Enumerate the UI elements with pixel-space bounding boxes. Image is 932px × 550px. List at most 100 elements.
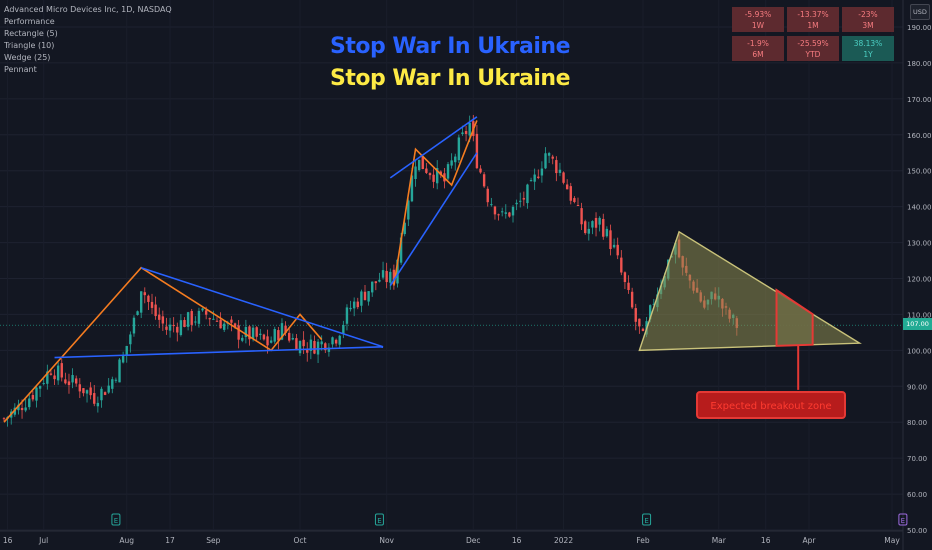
perf-value: -1.9%: [747, 39, 769, 48]
candle-body: [565, 184, 569, 190]
candle-body: [161, 316, 165, 324]
price-tick-label: 150.00: [907, 168, 932, 176]
banner-text-blue: Stop War In Ukraine: [329, 34, 571, 59]
candle-body: [432, 174, 435, 182]
legend-item-triangle[interactable]: Triangle (10): [4, 41, 55, 50]
candle-body: [139, 291, 143, 313]
candle-body: [547, 153, 551, 156]
candle-body: [67, 381, 71, 386]
candle-body: [291, 338, 294, 340]
candle-body: [522, 198, 526, 200]
candle-body: [616, 244, 619, 256]
price-tick-label: 120.00: [907, 276, 932, 284]
candle-body: [64, 379, 67, 384]
candle-body: [504, 212, 507, 214]
legend-item-pennant[interactable]: Pennant: [4, 65, 37, 74]
time-tick-label: Nov: [379, 536, 394, 545]
price-tick-label: 70.00: [907, 455, 927, 463]
candle-body: [248, 326, 251, 340]
candle-body: [78, 384, 82, 392]
candle-body: [454, 156, 457, 163]
candle-body: [132, 317, 136, 334]
candle-body: [114, 379, 118, 381]
candle-body: [230, 319, 233, 323]
candle-body: [143, 292, 146, 296]
candle-body: [464, 131, 468, 134]
candle-body: [179, 320, 183, 336]
candle-body: [150, 301, 154, 308]
candle-body: [461, 132, 464, 134]
symbol-title[interactable]: Advanced Micro Devices Inc, 1D, NASDAQ: [4, 5, 172, 14]
pattern-line-orange: [393, 120, 478, 286]
candle-body: [255, 327, 258, 337]
candle-body: [147, 295, 150, 302]
price-tick-label: 80.00: [907, 419, 927, 427]
candle-body: [417, 159, 421, 171]
earnings-marker: [642, 513, 652, 526]
candle-body: [482, 174, 486, 187]
breakout-callout: Expected breakout zone: [696, 391, 846, 419]
time-tick-label: Feb: [636, 536, 650, 545]
time-axis[interactable]: 16 Jul Aug 17 Sep Oct Nov Dec 16 2022 Feb Mar 16 Apr M…: [3, 513, 908, 545]
candle-body: [295, 338, 298, 351]
price-tick-label: 110.00: [907, 311, 932, 319]
time-tick-label: Apr: [803, 536, 817, 545]
candle-body: [273, 329, 276, 342]
candle-body: [396, 259, 399, 284]
candle-body: [540, 168, 544, 176]
legend-item-rectangle[interactable]: Rectangle (5): [4, 29, 58, 38]
candle-body: [129, 334, 132, 345]
candle-body: [223, 323, 226, 330]
candle-body: [652, 303, 655, 305]
candle-body: [302, 339, 305, 347]
candle-body: [627, 282, 630, 291]
candle-body: [569, 186, 572, 201]
candle-body: [165, 326, 168, 330]
candle-body: [623, 272, 627, 283]
candle-body: [96, 402, 100, 407]
candle-body: [529, 180, 533, 182]
perf-cell-3m: -23% 3M: [842, 7, 894, 32]
price-tick-label: 90.00: [907, 383, 927, 391]
candle-body: [154, 304, 157, 317]
candle-body: [446, 164, 450, 179]
pattern-line-blue: [389, 116, 478, 179]
candle-body: [609, 230, 612, 250]
candle-body: [352, 301, 356, 309]
time-tick-label: Sep: [206, 536, 220, 545]
perf-value: 38.13%: [853, 39, 883, 48]
candle-body: [407, 200, 410, 220]
candle-body: [186, 312, 190, 327]
price-tick-label: 140.00: [907, 204, 932, 212]
time-tick-label: 16: [3, 536, 13, 545]
time-tick-label: May: [884, 536, 900, 545]
candle-body: [251, 327, 255, 339]
candle-body: [334, 339, 338, 344]
perf-value: -25.59%: [797, 39, 829, 48]
time-tick-label: 2022: [554, 536, 573, 545]
candle-body: [111, 379, 114, 389]
legend-item-wedge[interactable]: Wedge (25): [4, 53, 51, 62]
candle-body: [367, 291, 370, 302]
candle-body: [284, 325, 287, 334]
candle-body: [630, 291, 634, 308]
candle-body: [486, 188, 489, 203]
candle-body: [450, 160, 453, 166]
candle-body: [338, 335, 341, 345]
candle-body: [82, 388, 85, 394]
earnings-marker-label: E: [377, 517, 381, 525]
candle-body: [551, 156, 554, 159]
candle-body: [533, 174, 536, 182]
candle-body: [280, 323, 284, 340]
price-axis[interactable]: 50.00 60.00 70.00 80.00 90.00 100.00 110.00 120…: [907, 24, 932, 535]
candle-body: [511, 206, 515, 216]
candle-body: [580, 208, 583, 225]
time-tick-label: Mar: [712, 536, 727, 545]
legend-item-performance[interactable]: Performance: [4, 17, 55, 26]
candle-body: [508, 212, 511, 217]
candle-body: [75, 378, 78, 384]
currency-button[interactable]: USD: [910, 4, 930, 20]
breakout-zone: [775, 288, 814, 347]
pattern-line-blue: [389, 152, 478, 287]
